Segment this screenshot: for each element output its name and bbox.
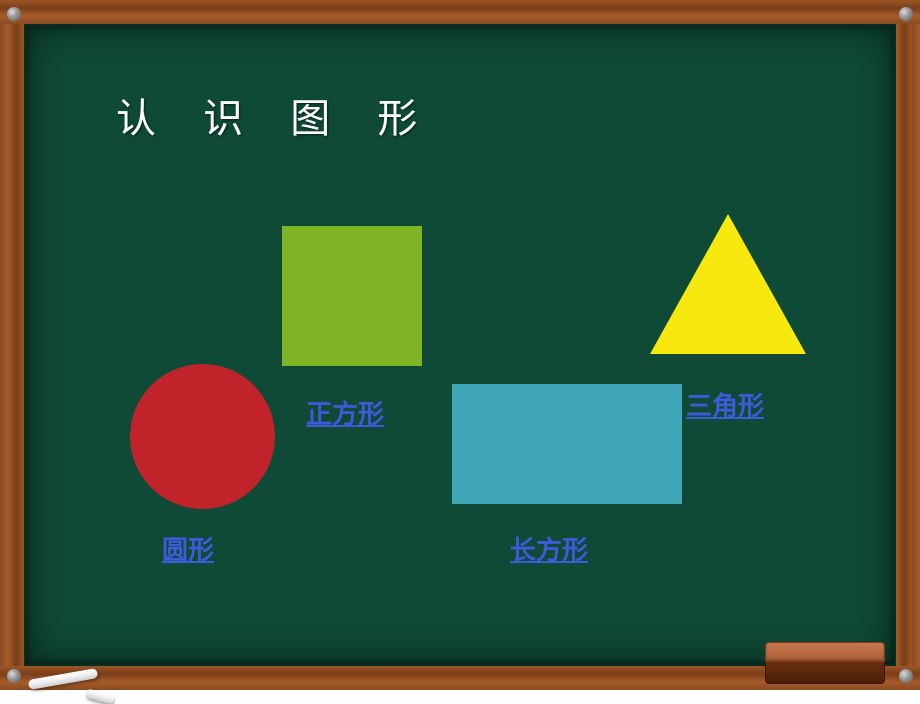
triangle-label[interactable]: 三角形 <box>686 386 764 423</box>
triangle-shape <box>650 214 806 354</box>
screw-bottom-right <box>899 669 913 683</box>
slide-title: 认 识 图 形 <box>116 86 435 144</box>
chalk-icon <box>28 674 98 684</box>
square-label[interactable]: 正方形 <box>306 394 384 431</box>
chalkboard-surface: 认 识 图 形 圆形 正方形 长方形 三角形 <box>24 24 896 666</box>
screw-top-right <box>899 7 913 21</box>
rectangle-label[interactable]: 长方形 <box>510 530 588 567</box>
screw-bottom-left <box>7 669 21 683</box>
square-shape <box>282 226 422 366</box>
chalkboard-frame: 认 识 图 形 圆形 正方形 长方形 三角形 <box>0 0 920 690</box>
rectangle-shape <box>452 384 682 504</box>
screw-top-left <box>7 7 21 21</box>
circle-label[interactable]: 圆形 <box>162 530 214 567</box>
circle-shape <box>130 364 275 509</box>
eraser-icon <box>765 642 885 684</box>
